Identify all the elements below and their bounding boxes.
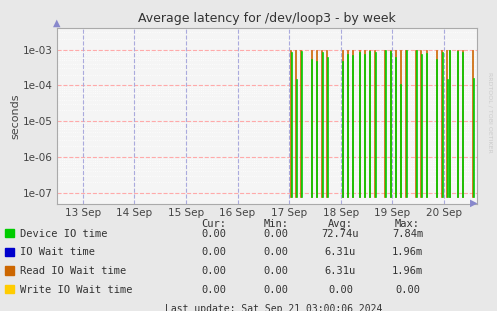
Text: 7.84m: 7.84m: [392, 229, 423, 239]
Text: IO Wait time: IO Wait time: [20, 247, 95, 257]
Text: Cur:: Cur:: [201, 219, 226, 229]
Text: Max:: Max:: [395, 219, 420, 229]
Text: Min:: Min:: [263, 219, 288, 229]
Text: Device IO time: Device IO time: [20, 229, 107, 239]
Text: Read IO Wait time: Read IO Wait time: [20, 266, 126, 276]
Text: 0.00: 0.00: [201, 229, 226, 239]
Text: 0.00: 0.00: [201, 285, 226, 295]
Text: Last update: Sat Sep 21 03:00:06 2024: Last update: Sat Sep 21 03:00:06 2024: [165, 304, 382, 311]
Title: Average latency for /dev/loop3 - by week: Average latency for /dev/loop3 - by week: [138, 12, 396, 26]
Text: ▲: ▲: [53, 18, 61, 28]
Text: 0.00: 0.00: [263, 285, 288, 295]
Text: Avg:: Avg:: [328, 219, 353, 229]
Y-axis label: seconds: seconds: [10, 93, 20, 139]
Text: 0.00: 0.00: [263, 247, 288, 257]
Text: 6.31u: 6.31u: [325, 247, 356, 257]
Text: 1.96m: 1.96m: [392, 266, 423, 276]
Text: 0.00: 0.00: [395, 285, 420, 295]
Text: 0.00: 0.00: [201, 266, 226, 276]
Text: 0.00: 0.00: [201, 247, 226, 257]
Text: RRDTOOL / TOBI OETIKER: RRDTOOL / TOBI OETIKER: [487, 72, 492, 152]
Text: 0.00: 0.00: [263, 229, 288, 239]
Text: 1.96m: 1.96m: [392, 247, 423, 257]
Text: ▶: ▶: [470, 198, 477, 208]
Text: 6.31u: 6.31u: [325, 266, 356, 276]
Text: 72.74u: 72.74u: [322, 229, 359, 239]
Text: Write IO Wait time: Write IO Wait time: [20, 285, 132, 295]
Text: 0.00: 0.00: [328, 285, 353, 295]
Text: 0.00: 0.00: [263, 266, 288, 276]
